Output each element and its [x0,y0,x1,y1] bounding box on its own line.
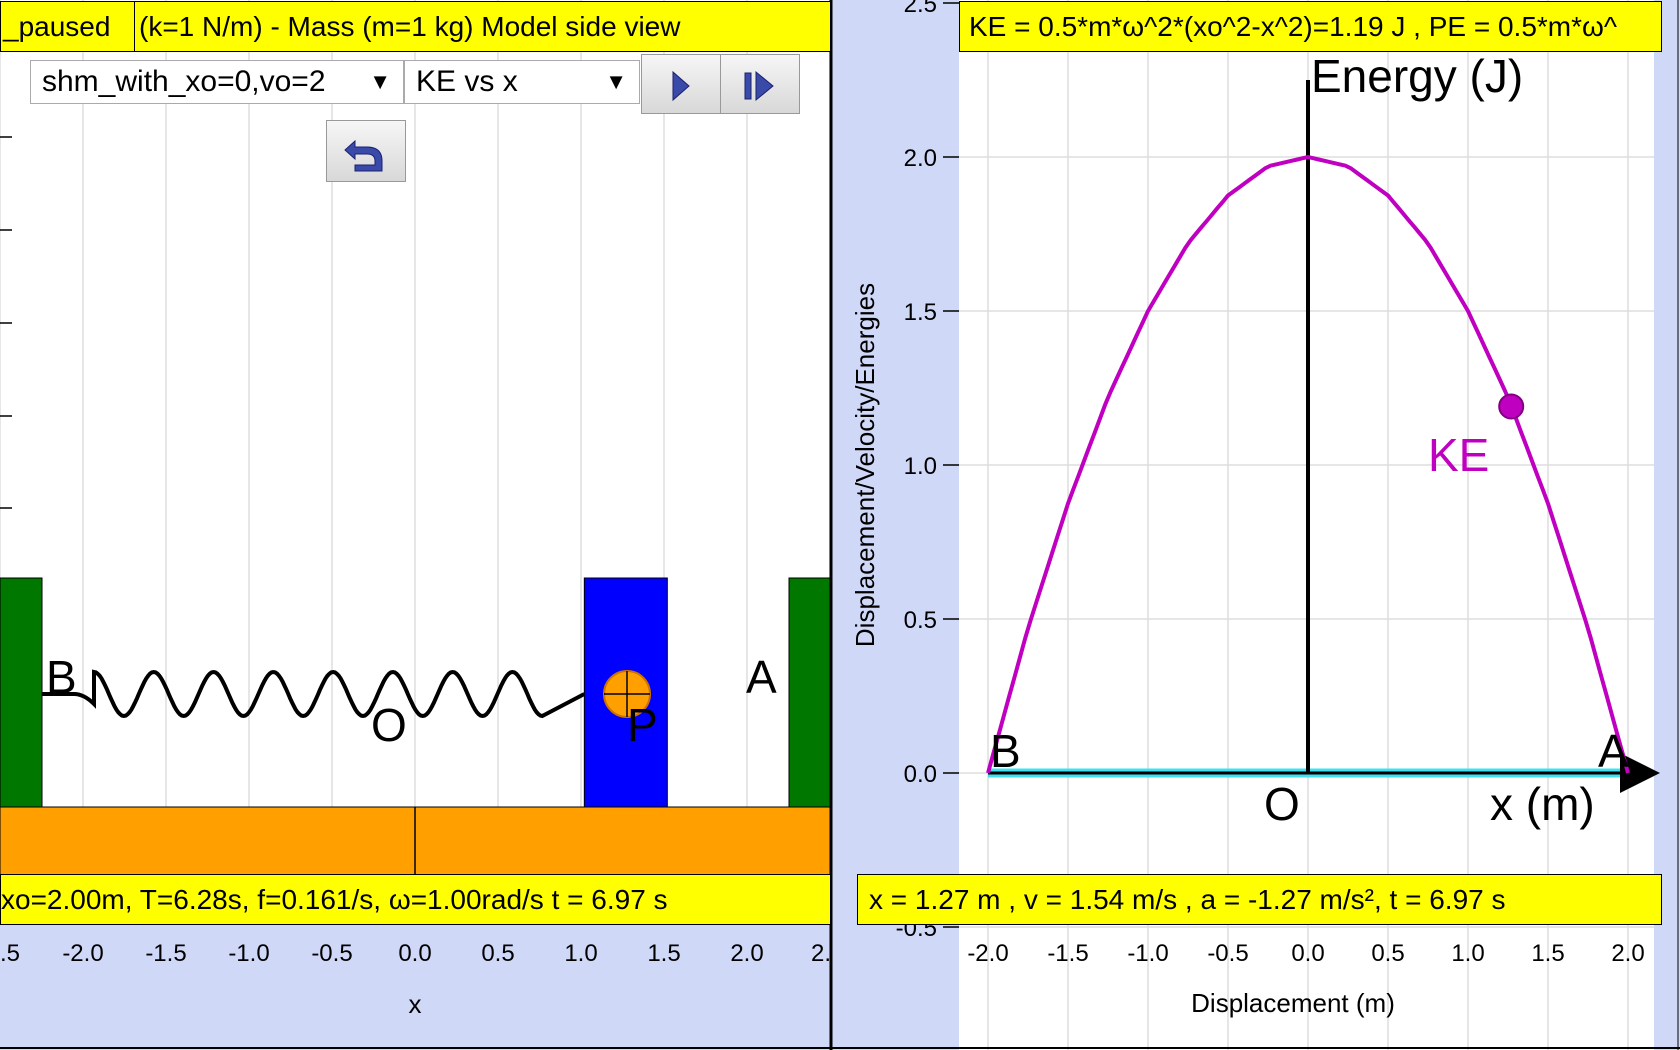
x-tick-label: 2. [811,940,831,967]
x-tick-label: 0.5 [1371,940,1404,967]
x-tick-label: -2.0 [967,940,1008,967]
label-o: O [1264,778,1300,830]
model-title: (k=1 N/m) - Mass (m=1 kg) Model side vie… [134,1,831,52]
scenario-select-value: shm_with_xo=0,vo=2 [42,65,326,98]
x-tick-label: 2.0 [1611,940,1644,967]
x-axis-unit-label: x (m) [1490,778,1595,830]
chevron-down-icon: ▼ [369,69,391,94]
status-label: _paused [0,1,135,52]
scenario-select[interactable]: shm_with_xo=0,vo=2 ▼ [30,60,404,104]
x-tick-label: 0.0 [1291,940,1324,967]
chevron-down-icon: ▼ [605,69,627,94]
y-axis-label: Displacement/Velocity/Energies [850,283,880,647]
ke-current-point[interactable] [1498,393,1525,420]
x-axis-label: Displacement (m) [1191,988,1395,1018]
y-axis-ticks: -0.50.00.51.01.52.02.5 [896,0,959,942]
label-a: A [746,651,777,703]
x-axis-ticks: .5 -2.0 -1.5 -1.0 -0.5 0.0 0.5 1.0 1.5 2.0 2. [0,910,831,967]
motion-readout: x = 1.27 m , v = 1.54 m/s , a = -1.27 m/… [857,874,1662,925]
energy-formula: KE = 0.5*m*ω^2*(xo^2-x^2)=1.19 J , PE = … [959,1,1662,52]
play-button[interactable] [641,54,721,114]
x-tick-label: 1.5 [647,940,680,967]
y-tick-label: 1.0 [904,453,937,480]
graph-select[interactable]: KE vs x ▼ [404,60,640,104]
x-tick-label: .5 [0,940,20,967]
x-tick-label: 0.5 [481,940,514,967]
ke-curve [986,154,1630,774]
reset-icon [344,139,383,172]
x-tick-label: -1.0 [1127,940,1168,967]
x-tick-label: 0.0 [398,940,431,967]
x-tick-label: 2.0 [730,940,763,967]
step-forward-icon [744,70,774,102]
x-axis-label: x [409,989,422,1019]
x-tick-label: -1.0 [228,940,269,967]
x-tick-label: -0.5 [311,940,352,967]
ke-label: KE [1428,429,1489,481]
x-tick-label: -1.5 [1047,940,1088,967]
x-tick-label: -1.5 [145,940,186,967]
label-o: O [371,699,407,751]
x-tick-label: 1.5 [1531,940,1564,967]
label-b: B [46,651,77,703]
y-tick-label: 0.5 [904,607,937,634]
reset-button[interactable] [326,120,406,182]
x-tick-label: -0.5 [1207,940,1248,967]
spring [42,669,586,719]
energy-axis-label: Energy (J) [1311,50,1523,102]
label-b: B [990,725,1021,777]
x-tick-label: 1.0 [564,940,597,967]
label-p: P [627,699,658,751]
label-a: A [1598,725,1629,777]
graph-select-value: KE vs x [416,65,518,98]
x-tick-label: 1.0 [1451,940,1484,967]
x-axis-arrow-icon [1620,753,1660,793]
x-axis-ticks: -2.0 -1.5 -1.0 -0.5 0.0 0.5 1.0 1.5 2.0 [967,910,1645,967]
mass-marker-icon [603,670,651,718]
simulation-info: xo=2.00m, T=6.28s, f=0.161/s, ω=1.00rad/… [0,874,831,925]
left-wall [0,577,43,808]
y-tick-label: 2.5 [904,0,937,18]
y-tick-label: 2.0 [904,145,937,172]
x-tick-label: -2.0 [62,940,103,967]
simulation-view: B O A P .5 -2.0 -1.5 -1.0 -0.5 0.0 0.5 1.0 1.5 2.… [0,0,833,1050]
y-tick-label: 1.5 [904,299,937,326]
y-tick-label: 0.0 [904,761,937,788]
play-icon [672,70,690,102]
right-wall [788,577,832,808]
step-forward-button[interactable] [720,54,800,114]
